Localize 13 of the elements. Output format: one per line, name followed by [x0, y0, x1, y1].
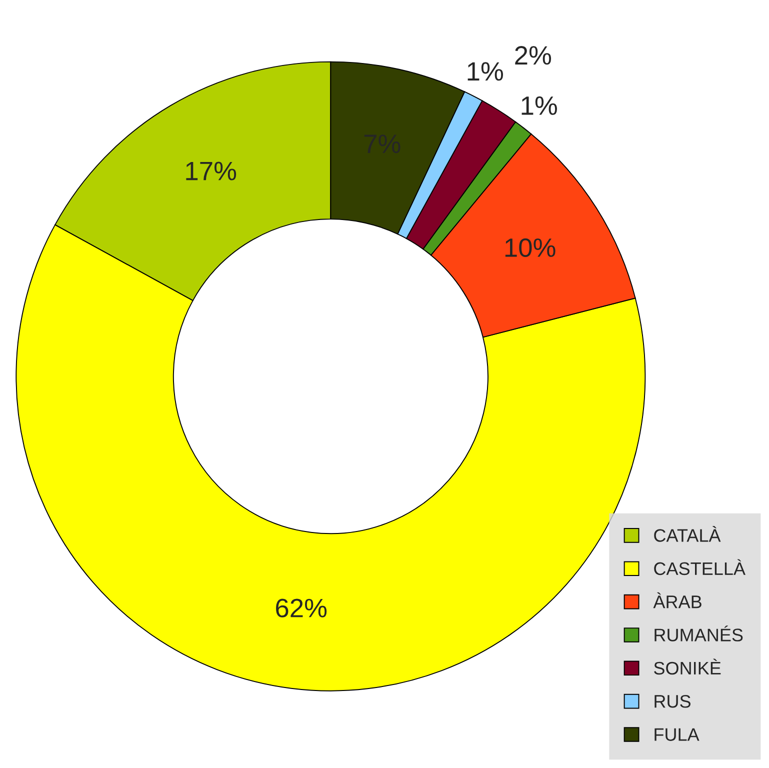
legend-label: RUMANÉS: [654, 626, 743, 642]
legend-label: RUS: [654, 694, 690, 708]
data-label: 1%: [468, 62, 504, 81]
data-label: 1%: [522, 96, 557, 115]
legend-label: ÀRAB: [653, 592, 702, 608]
data-label: 62%: [276, 598, 327, 618]
legend-label: SONIKÈ: [654, 658, 721, 675]
legend-label: FULA: [654, 728, 700, 741]
data-label: 2%: [515, 46, 552, 65]
data-label: 10%: [505, 238, 556, 258]
data-label: 17%: [186, 162, 236, 180]
legend-label: CASTELLÀ: [654, 559, 746, 576]
legend-label: CATALÀ: [654, 526, 721, 542]
